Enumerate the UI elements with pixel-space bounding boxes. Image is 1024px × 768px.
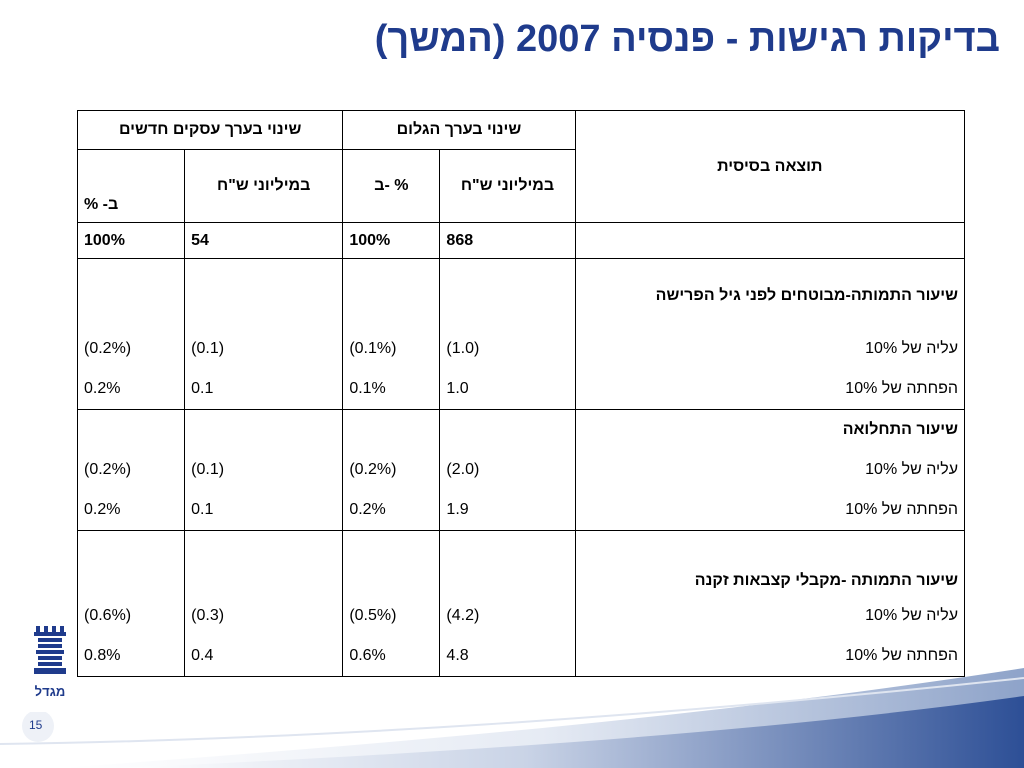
page-number: 15: [29, 718, 43, 732]
cell-embedded-millions: 1.0: [439, 368, 576, 410]
cell-new-pct: (0.2%): [76, 449, 186, 490]
page-number-badge: [22, 712, 54, 742]
cell-new-millions: (0.1): [184, 328, 344, 369]
row-label: עליה של 10%: [574, 596, 966, 636]
col-header-pct-embedded: ב- %: [342, 149, 441, 223]
section-heading: שיעור התמותה-מבוטחים לפני גיל הפרישה: [574, 258, 966, 329]
cell-new-pct: 0.8%: [76, 636, 186, 677]
cell-new-millions: (0.3): [184, 596, 344, 636]
cell-embedded-millions: 4.8: [439, 636, 576, 677]
cell-embedded-pct: 0.6%: [342, 636, 441, 677]
cell-new-millions: (0.1): [184, 449, 344, 490]
cell-embedded-pct: 0.2%: [342, 489, 441, 531]
basic-result-header: תוצאה בסיסית: [574, 110, 966, 223]
base-embedded-millions: 868: [439, 222, 576, 259]
cell-new-pct: (0.2%): [76, 328, 186, 369]
cell-new-millions: 0.4: [184, 636, 344, 677]
base-new-pct: 100%: [76, 222, 186, 259]
cell-embedded-millions: (2.0): [439, 449, 576, 490]
group-header-new-business: שינוי בערך עסקים חדשים: [76, 110, 344, 150]
col-header-millions-embedded: במיליוני ש"ח: [439, 149, 576, 223]
cell-new-millions: 0.1: [184, 368, 344, 410]
section-heading: שיעור התחלואה: [574, 409, 966, 450]
cell-new-pct: 0.2%: [76, 368, 186, 410]
base-new-millions: 54: [184, 222, 344, 259]
cell-new-millions: 0.1: [184, 489, 344, 531]
row-label: עליה של 10%: [574, 328, 966, 369]
cell-embedded-millions: (1.0): [439, 328, 576, 369]
footer-swoosh: [0, 668, 1024, 768]
row-label: הפחתה של 10%: [574, 489, 966, 531]
row-label: הפחתה של 10%: [574, 368, 966, 410]
col-header-millions-new: במיליוני ש"ח: [184, 149, 344, 223]
row-label: הפחתה של 10%: [574, 636, 966, 677]
col-header-pct-new: ב- %: [76, 149, 186, 223]
sensitivity-table: תוצאה בסיסית שינוי בערך הגלום שינוי בערך…: [76, 110, 966, 677]
cell-embedded-pct: (0.2%): [342, 449, 441, 490]
cell-embedded-pct: (0.1%): [342, 328, 441, 369]
cell-embedded-pct: (0.5%): [342, 596, 441, 636]
migdal-logo-icon: מגדל: [34, 626, 66, 699]
row-label: עליה של 10%: [574, 449, 966, 490]
cell-embedded-pct: 0.1%: [342, 368, 441, 410]
base-embedded-pct: 100%: [342, 222, 441, 259]
page-title: בדיקות רגישות - פנסיה 2007 (המשך): [374, 18, 1000, 60]
group-header-embedded: שינוי בערך הגלום: [342, 110, 576, 150]
cell-new-pct: (0.6%): [76, 596, 186, 636]
cell-embedded-millions: 1.9: [439, 489, 576, 531]
base-label-cell: [574, 222, 966, 259]
cell-embedded-millions: (4.2): [439, 596, 576, 636]
cell-new-pct: 0.2%: [76, 489, 186, 531]
section-heading: שיעור התמותה -מקבלי קצבאות זקנה: [574, 530, 966, 596]
logo-text: מגדל: [35, 684, 66, 699]
